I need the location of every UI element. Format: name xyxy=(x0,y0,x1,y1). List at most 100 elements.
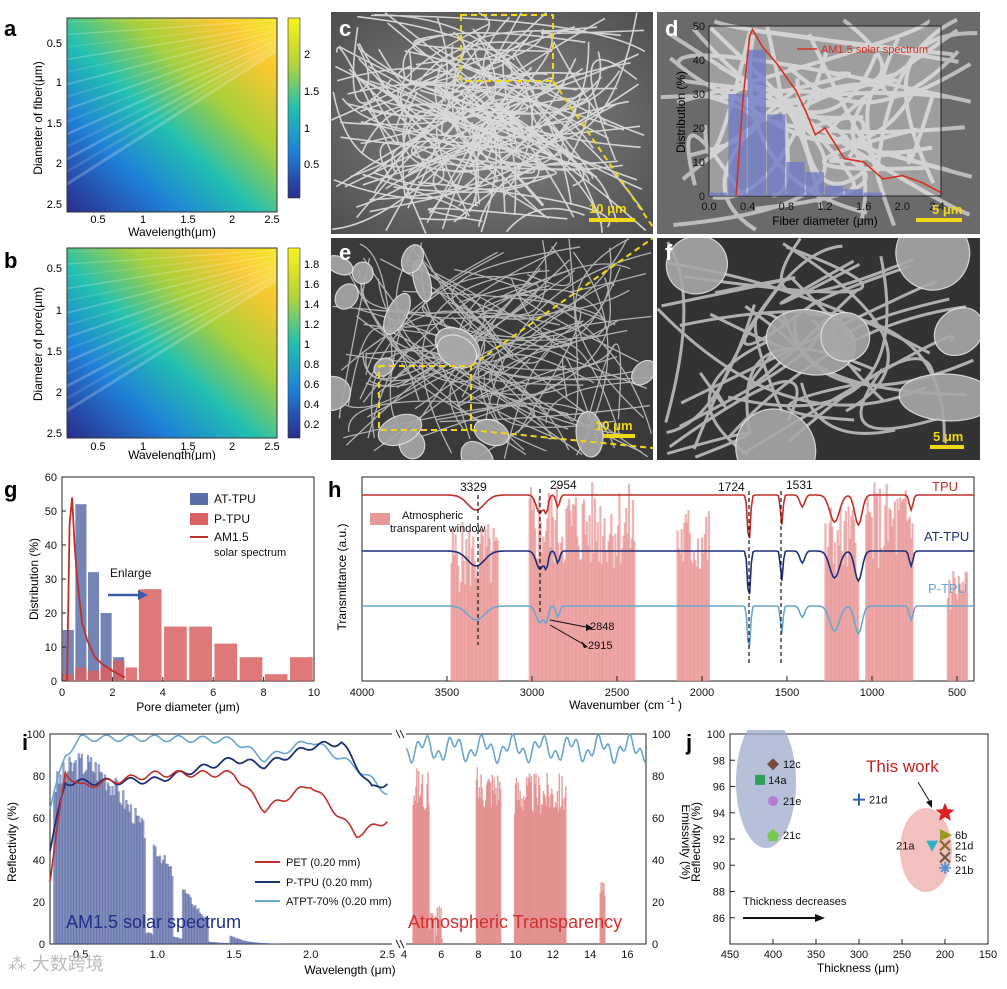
g-bar-p-tpu xyxy=(290,657,313,681)
g-bar-p-tpu xyxy=(113,661,124,681)
j-ytick: 92 xyxy=(713,834,725,846)
h-peak: 3329 xyxy=(460,480,487,494)
d-legend: AM1.5 solar spectrum xyxy=(821,44,928,56)
g-ytick: 10 xyxy=(45,642,57,654)
panel-g: AT-TPU P-TPU AM1.5 solar spectrum Enlarg… xyxy=(0,465,330,715)
i-emissivity-line xyxy=(404,734,645,763)
panel-g-bar-chart: AT-TPU P-TPU AM1.5 solar spectrum Enlarg… xyxy=(0,465,330,715)
h-series-at: AT-TPU xyxy=(924,529,969,544)
a-cbar-tick: 1 xyxy=(304,123,310,135)
panel-label: g xyxy=(4,477,17,503)
sem-image-f: f 5 μm xyxy=(657,238,980,460)
panel-b-heatmap-chart: 0.5 1 1.5 2 2.5 0.5 1 1.5 2 2.5 1.8 1.6 … xyxy=(0,240,330,460)
j-ytick: 88 xyxy=(713,887,725,899)
h-window-band xyxy=(911,523,913,681)
j-ytick: 94 xyxy=(713,808,725,820)
a-xtick: 0.5 xyxy=(90,214,105,226)
g-bar-at-tpu xyxy=(88,572,99,681)
i-xtick: 8 xyxy=(475,949,481,961)
a-ytick: 1 xyxy=(56,77,62,89)
g-xtick: 6 xyxy=(210,687,216,699)
h-series-p: P-TPU xyxy=(928,581,967,596)
g-xtick: 10 xyxy=(308,687,320,699)
g-ylabel: Distribution (%) xyxy=(27,538,41,620)
i-xtick: 10 xyxy=(510,949,522,961)
j-ytick: 98 xyxy=(713,755,725,767)
g-legend-am: AM1.5 xyxy=(214,530,249,544)
h-xtick: 3000 xyxy=(520,687,544,699)
j-point-21e xyxy=(768,796,778,806)
j-ytick: 90 xyxy=(713,860,725,872)
i-ytick-right: 80 xyxy=(652,771,664,783)
h-xtick: 1000 xyxy=(860,687,884,699)
h-ylabel: Transmittance (a.u.) xyxy=(335,524,349,631)
d-bar xyxy=(748,50,766,196)
scalebar-f: 5 μm xyxy=(933,429,963,444)
i-xtick: 6 xyxy=(438,949,444,961)
h-series-tpu: TPU xyxy=(932,479,958,494)
panel-h-ftir-chart: Atmospheric transparent window 3329 2954… xyxy=(330,465,1007,715)
b-xlabel: Wavelength(μm) xyxy=(128,448,216,460)
h-xtick: 2000 xyxy=(690,687,714,699)
i-legend-pet: PET (0.20 mm) xyxy=(286,857,360,869)
i-ytick-left: 40 xyxy=(33,855,45,867)
j-ytick: 100 xyxy=(707,730,725,741)
d-xlabel: Fiber diameter (μm) xyxy=(772,214,878,228)
d-xtick: 0.8 xyxy=(779,201,794,213)
h-xtick: 3500 xyxy=(435,687,459,699)
a-xlabel: Wavelength(μm) xyxy=(128,225,216,239)
i-atm-bar xyxy=(441,939,443,944)
b-cbar-tick: 1.6 xyxy=(304,279,319,291)
i-xtick: 16 xyxy=(621,949,633,961)
i-ytick-right: 0 xyxy=(652,939,658,951)
b-xtick: 0.5 xyxy=(90,441,105,453)
i-xtick: 2.0 xyxy=(303,949,318,961)
panel-label: f xyxy=(665,240,672,266)
bead xyxy=(352,262,373,284)
b-cbar-tick: 1.2 xyxy=(304,319,319,331)
g-legend-at: AT-TPU xyxy=(214,492,256,506)
panel-label: c xyxy=(339,16,351,42)
watermark: ⁂ 大数跨境 xyxy=(8,950,104,976)
h-window-label-1: Atmospheric xyxy=(402,510,464,522)
h-xlabel-unit: (cm xyxy=(644,698,664,712)
d-ytick: 30 xyxy=(693,89,705,101)
b-cbar-tick: 1 xyxy=(304,339,310,351)
a-cbar-tick: 2 xyxy=(304,49,310,61)
i-xlabel: Wavelength (μm) xyxy=(304,963,395,977)
g-bar-p-tpu xyxy=(164,627,187,681)
a-xtick: 2 xyxy=(229,214,235,226)
h-peak: 1724 xyxy=(718,480,745,494)
colorbar-b xyxy=(288,248,300,438)
g-bar-p-tpu xyxy=(189,627,212,681)
sem-beads-f xyxy=(657,238,980,460)
j-xtick: 350 xyxy=(807,949,825,961)
g-bar-p-tpu xyxy=(265,674,288,681)
a-ytick: 2.5 xyxy=(47,199,62,211)
b-ytick: 2.5 xyxy=(47,428,62,440)
g-xtick: 0 xyxy=(59,687,65,699)
h-window-band xyxy=(633,541,635,681)
b-ylabel: Diameter of pore(μm) xyxy=(31,287,45,401)
d-xtick: 1.2 xyxy=(817,201,832,213)
d-bar xyxy=(825,186,843,196)
panel-h: Atmospheric transparent window 3329 2954… xyxy=(330,465,1007,715)
g-bar-p-tpu xyxy=(88,671,99,681)
h-xtick: 500 xyxy=(948,687,966,699)
d-ytick: 10 xyxy=(693,157,705,169)
i-legend-ptpu: P-TPU (0.20 mm) xyxy=(286,877,372,889)
d-bar xyxy=(767,114,785,196)
panel-i-chart: PET (0.20 mm) P-TPU (0.20 mm) ATPT-70% (… xyxy=(0,730,690,984)
b-cbar-tick: 0.4 xyxy=(304,399,319,411)
sem-image-c: c 10 μm xyxy=(331,12,653,234)
j-point-label: 21a xyxy=(896,841,915,853)
i-ytick-right: 20 xyxy=(652,897,664,909)
a-xtick: 2.5 xyxy=(264,214,279,226)
g-ytick: 30 xyxy=(45,574,57,586)
a-ylabel: Diameter of fiber(μm) xyxy=(31,61,45,175)
h-peak: 2848 xyxy=(590,621,614,633)
g-ytick: 60 xyxy=(45,472,57,484)
a-cbar-tick: 0.5 xyxy=(304,159,319,171)
